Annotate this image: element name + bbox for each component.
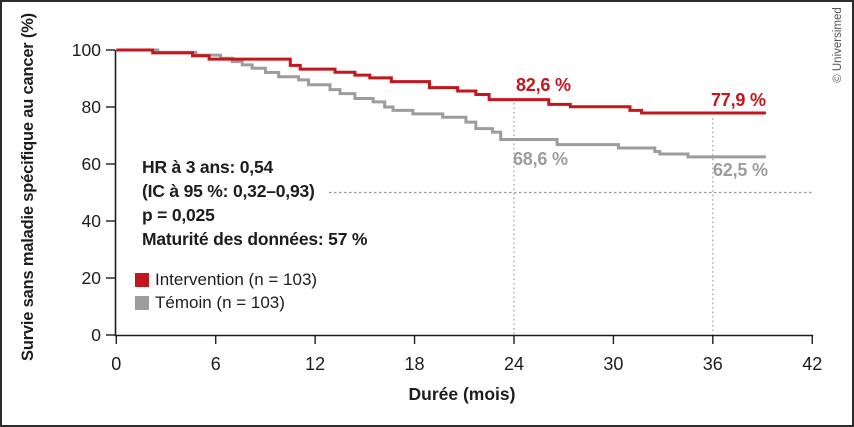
legend-item-temoin: Témoin (n = 103)	[135, 291, 317, 314]
temoin-curve	[116, 48, 766, 159]
stat-p: p = 0,025	[142, 205, 215, 225]
y-tick-label: 20	[82, 268, 102, 288]
y-tick-label: 0	[91, 325, 101, 345]
legend-label-temoin: Témoin (n = 103)	[155, 293, 285, 312]
x-tick-label: 30	[603, 354, 623, 374]
x-tick-label: 18	[405, 354, 425, 374]
legend: Intervention (n = 103) Témoin (n = 103)	[135, 268, 317, 314]
x-tick-label: 24	[504, 354, 524, 374]
label-intervention-24m: 82,6 %	[516, 75, 571, 95]
stat-hr: HR à 3 ans: 0,54	[142, 157, 274, 177]
legend-item-intervention: Intervention (n = 103)	[135, 268, 317, 291]
x-tick-label: 42	[802, 354, 822, 374]
axes	[114, 50, 814, 337]
label-temoin-36m: 62,5 %	[713, 160, 768, 180]
stats-block: HR à 3 ans: 0,54 (IC à 95 %: 0,32–0,93) …	[142, 155, 367, 251]
x-tick-label: 6	[211, 354, 221, 374]
y-tick-label: 80	[82, 97, 102, 117]
intervention-curve	[116, 48, 766, 115]
y-axis-title: Survie sans maladie spécifique au cancer…	[19, 13, 37, 361]
watermark: © Universimed	[832, 7, 844, 83]
x-tick-label: 36	[703, 354, 723, 374]
legend-label-intervention: Intervention (n = 103)	[155, 270, 318, 289]
y-tick-label: 60	[82, 154, 102, 174]
y-tick-label: 100	[72, 40, 101, 60]
stat-ci: (IC à 95 %: 0,32–0,93)	[142, 181, 315, 201]
x-tick-label: 12	[305, 354, 325, 374]
temoin-swatch-icon	[135, 295, 149, 310]
label-intervention-36m: 77,9 %	[711, 90, 766, 110]
label-temoin-24m: 68,6 %	[513, 149, 568, 169]
y-tick-label: 40	[82, 211, 102, 231]
x-axis-title: Durée (mois)	[408, 384, 516, 404]
intervention-swatch-icon	[135, 272, 149, 287]
stat-maturity: Maturité des données: 57 %	[142, 229, 368, 249]
x-tick-label: 0	[111, 354, 121, 374]
